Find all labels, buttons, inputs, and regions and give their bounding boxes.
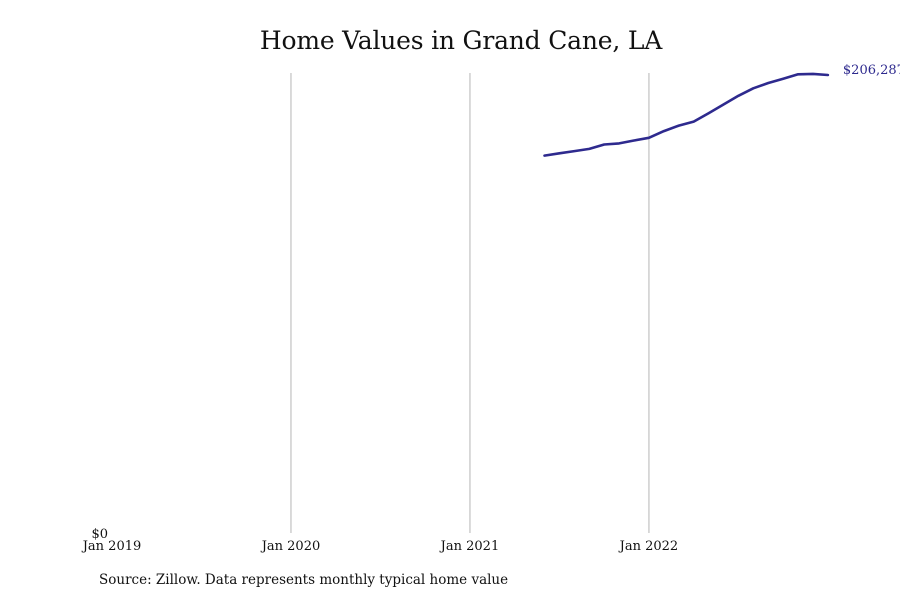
- y-tick-label: $0: [91, 527, 108, 542]
- end-value-label: $206,287: [843, 63, 900, 78]
- x-tick-label: Jan 2022: [618, 539, 679, 554]
- x-tick-label: Jan 2021: [439, 539, 500, 554]
- series-line: [543, 72, 830, 157]
- x-tick-label: Jan 2020: [260, 539, 321, 554]
- x-tick-label: Jan 2019: [81, 539, 142, 554]
- chart-title: Home Values in Grand Cane, LA: [259, 26, 663, 55]
- source-note: Source: Zillow. Data represents monthly …: [99, 572, 509, 588]
